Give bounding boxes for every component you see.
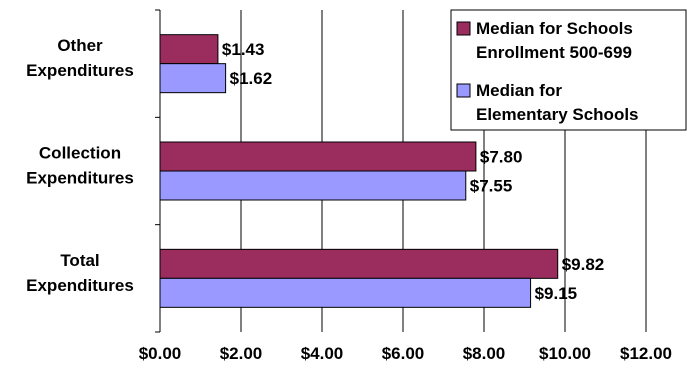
bar xyxy=(159,63,227,94)
bar-data-label: $7.80 xyxy=(480,148,523,167)
category-label: Expenditures xyxy=(26,276,134,295)
data-labels: $1.43 $1.62 $7.80 $7.55 $9.82 $9.15 xyxy=(222,40,604,303)
x-tick-label: $4.00 xyxy=(301,344,344,363)
bar xyxy=(159,170,467,201)
bar xyxy=(159,34,219,65)
x-tick-labels: $0.00 $2.00 $4.00 $6.00 $8.00 $10.00 $12.00 xyxy=(139,344,672,363)
legend-entry-label: Median for Schools xyxy=(476,19,633,38)
category-label: Collection xyxy=(39,144,121,163)
category-labels: Other Expenditures Collection Expenditures T… xyxy=(26,36,134,295)
x-tick-label: $10.00 xyxy=(539,344,591,363)
bar-data-label: $9.82 xyxy=(562,255,605,274)
bar-data-label: $7.55 xyxy=(470,177,513,196)
x-tick-label: $2.00 xyxy=(220,344,263,363)
legend-swatch xyxy=(456,83,471,98)
legend-entry-label: Elementary Schools xyxy=(476,105,639,124)
bar-data-label: $1.62 xyxy=(230,69,273,88)
x-tick-label: $12.00 xyxy=(620,344,672,363)
legend-box xyxy=(450,9,687,131)
bar xyxy=(159,277,532,308)
bars xyxy=(159,34,559,308)
legend-swatch xyxy=(456,21,471,36)
x-tick-label: $0.00 xyxy=(139,344,182,363)
x-tick-label: $8.00 xyxy=(463,344,506,363)
category-label: Expenditures xyxy=(26,61,134,80)
category-label: Total xyxy=(60,251,99,270)
bar xyxy=(159,141,477,172)
category-label: Other xyxy=(57,36,103,55)
category-label: Expenditures xyxy=(26,169,134,188)
bar-data-label: $1.43 xyxy=(222,40,265,59)
legend-entry-label: Median for xyxy=(476,81,562,100)
legend: Median for Schools Enrollment 500-699 Medi… xyxy=(450,9,687,131)
bar-data-label: $9.15 xyxy=(535,284,578,303)
legend-entry-label: Enrollment 500-699 xyxy=(476,43,632,62)
axes xyxy=(155,9,161,333)
x-tick-label: $6.00 xyxy=(382,344,425,363)
bar xyxy=(159,248,559,279)
